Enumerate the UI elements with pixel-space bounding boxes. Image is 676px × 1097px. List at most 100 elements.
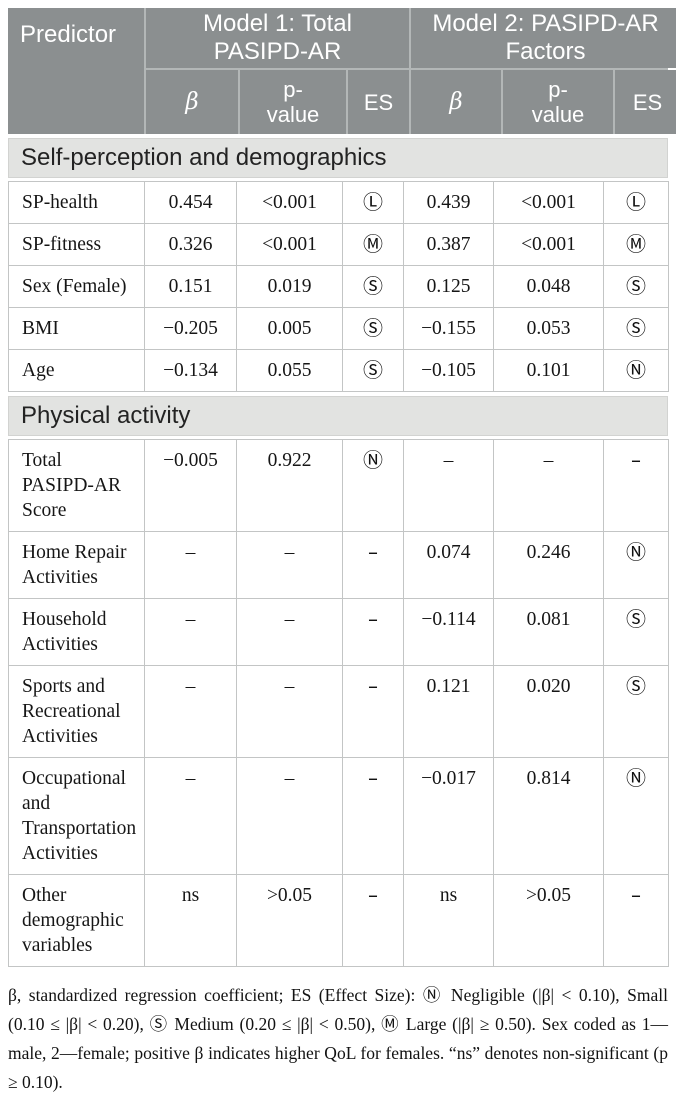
row-label: Other demographic variables xyxy=(8,874,145,967)
table-row: BMI −0.205 0.005 Ⓢ −0.155 0.053 Ⓢ xyxy=(8,307,669,350)
table-row: Occupational and Transportation Activiti… xyxy=(8,757,669,875)
cell-m2-effect-size: Ⓢ xyxy=(603,307,669,350)
cell-m2-beta: 0.121 xyxy=(403,665,494,758)
cell-m1-beta: ns xyxy=(144,874,237,967)
table-footnote: β, standardized regression coefficient; … xyxy=(8,985,668,1092)
cell-m2-effect-size: Ⓢ xyxy=(603,598,669,666)
row-label: Sex (Female) xyxy=(8,265,145,308)
table-row: Other demographic variables ns >0.05 – n… xyxy=(8,874,669,967)
column-header-model1: Model 1: Total PASIPD-AR xyxy=(146,8,409,68)
cell-m2-pvalue: 0.053 xyxy=(493,307,604,350)
cell-m1-beta: – xyxy=(144,665,237,758)
column-header-pvalue-m1: p- value xyxy=(240,70,346,134)
cell-m2-beta: 0.387 xyxy=(403,223,494,266)
cell-m2-pvalue: <0.001 xyxy=(493,223,604,266)
cell-m2-pvalue: >0.05 xyxy=(493,874,604,967)
cell-m2-beta: −0.114 xyxy=(403,598,494,666)
cell-m1-pvalue: – xyxy=(236,531,343,599)
section-header-self-perception: Self-perception and demographics xyxy=(8,138,668,178)
cell-m2-beta: ns xyxy=(403,874,494,967)
cell-m1-beta: – xyxy=(144,757,237,875)
cell-m1-beta: −0.134 xyxy=(144,349,237,392)
cell-m1-effect-size: Ⓢ xyxy=(342,265,404,308)
cell-m1-effect-size: – xyxy=(342,598,404,666)
table-header: Predictor Model 1: Total PASIPD-AR Model… xyxy=(8,8,676,134)
column-header-pvalue-m2: p- value xyxy=(503,70,613,134)
cell-m2-pvalue: 0.246 xyxy=(493,531,604,599)
cell-m2-effect-size: – xyxy=(603,439,669,532)
regression-results-table: Predictor Model 1: Total PASIPD-AR Model… xyxy=(8,8,676,1097)
row-label: Occupational and Transportation Activiti… xyxy=(8,757,145,875)
cell-m1-beta: – xyxy=(144,531,237,599)
cell-m1-pvalue: 0.922 xyxy=(236,439,343,532)
cell-m1-effect-size: Ⓝ xyxy=(342,439,404,532)
table-row: SP-fitness 0.326 <0.001 Ⓜ 0.387 <0.001 Ⓜ xyxy=(8,223,669,266)
row-label: Age xyxy=(8,349,145,392)
column-header-predictor: Predictor xyxy=(8,8,144,134)
row-label: Sports and Recreational Activities xyxy=(8,665,145,758)
section-table-self-perception: SP-health 0.454 <0.001 Ⓛ 0.439 <0.001 Ⓛ … xyxy=(8,181,669,392)
cell-m2-beta: −0.105 xyxy=(403,349,494,392)
cell-m2-beta: 0.439 xyxy=(403,181,494,224)
cell-m2-pvalue: – xyxy=(493,439,604,532)
cell-m2-pvalue: 0.020 xyxy=(493,665,604,758)
column-header-es-m1: ES xyxy=(348,70,409,134)
cell-m1-pvalue: – xyxy=(236,598,343,666)
cell-m2-effect-size: Ⓝ xyxy=(603,349,669,392)
cell-m1-effect-size: Ⓜ xyxy=(342,223,404,266)
cell-m2-beta: −0.155 xyxy=(403,307,494,350)
column-header-model2: Model 2: PASIPD-AR Factors xyxy=(411,8,676,68)
table-row: Sex (Female) 0.151 0.019 Ⓢ 0.125 0.048 Ⓢ xyxy=(8,265,669,308)
cell-m2-pvalue: 0.048 xyxy=(493,265,604,308)
table-row: Household Activities – – – −0.114 0.081 … xyxy=(8,598,669,666)
cell-m1-effect-size: – xyxy=(342,531,404,599)
column-header-beta-m2: β xyxy=(411,70,501,134)
cell-m1-pvalue: 0.019 xyxy=(236,265,343,308)
cell-m2-effect-size: Ⓜ xyxy=(603,223,669,266)
table-row: Sports and Recreational Activities – – –… xyxy=(8,665,669,758)
cell-m1-pvalue: >0.05 xyxy=(236,874,343,967)
cell-m2-effect-size: Ⓢ xyxy=(603,265,669,308)
cell-m1-pvalue: – xyxy=(236,757,343,875)
cell-m1-beta: 0.326 xyxy=(144,223,237,266)
section-title: Physical activity xyxy=(21,402,191,429)
row-label: SP-health xyxy=(8,181,145,224)
cell-m1-beta: 0.454 xyxy=(144,181,237,224)
cell-m2-pvalue: 0.101 xyxy=(493,349,604,392)
table-row: Home Repair Activities – – – 0.074 0.246… xyxy=(8,531,669,599)
cell-m2-effect-size: Ⓝ xyxy=(603,757,669,875)
cell-m2-pvalue: <0.001 xyxy=(493,181,604,224)
cell-m2-effect-size: Ⓝ xyxy=(603,531,669,599)
row-label: Home Repair Activities xyxy=(8,531,145,599)
cell-m2-pvalue: 0.814 xyxy=(493,757,604,875)
cell-m2-effect-size: Ⓢ xyxy=(603,665,669,758)
cell-m2-effect-size: Ⓛ xyxy=(603,181,669,224)
cell-m2-effect-size: – xyxy=(603,874,669,967)
cell-m1-beta: −0.005 xyxy=(144,439,237,532)
cell-m2-beta: 0.125 xyxy=(403,265,494,308)
cell-m1-beta: −0.205 xyxy=(144,307,237,350)
column-header-beta-m1: β xyxy=(146,70,238,134)
cell-m1-effect-size: – xyxy=(342,874,404,967)
cell-m1-effect-size: Ⓢ xyxy=(342,307,404,350)
row-label: SP-fitness xyxy=(8,223,145,266)
row-label: Household Activities xyxy=(8,598,145,666)
section-header-physical-activity: Physical activity xyxy=(8,396,668,436)
cell-m1-beta: 0.151 xyxy=(144,265,237,308)
row-label: Total PASIPD-AR Score xyxy=(8,439,145,532)
row-label: BMI xyxy=(8,307,145,350)
cell-m1-effect-size: – xyxy=(342,665,404,758)
cell-m1-effect-size: – xyxy=(342,757,404,875)
section-title: Self-perception and demographics xyxy=(21,144,387,171)
cell-m1-effect-size: Ⓛ xyxy=(342,181,404,224)
table-row: Total PASIPD-AR Score −0.005 0.922 Ⓝ – –… xyxy=(8,439,669,532)
column-header-es-m2: ES xyxy=(615,70,676,134)
section-table-physical-activity: Total PASIPD-AR Score −0.005 0.922 Ⓝ – –… xyxy=(8,439,669,967)
table-row: Age −0.134 0.055 Ⓢ −0.105 0.101 Ⓝ xyxy=(8,349,669,392)
cell-m2-beta: 0.074 xyxy=(403,531,494,599)
cell-m1-effect-size: Ⓢ xyxy=(342,349,404,392)
cell-m1-pvalue: 0.005 xyxy=(236,307,343,350)
cell-m1-pvalue: – xyxy=(236,665,343,758)
cell-m1-beta: – xyxy=(144,598,237,666)
cell-m1-pvalue: <0.001 xyxy=(236,223,343,266)
